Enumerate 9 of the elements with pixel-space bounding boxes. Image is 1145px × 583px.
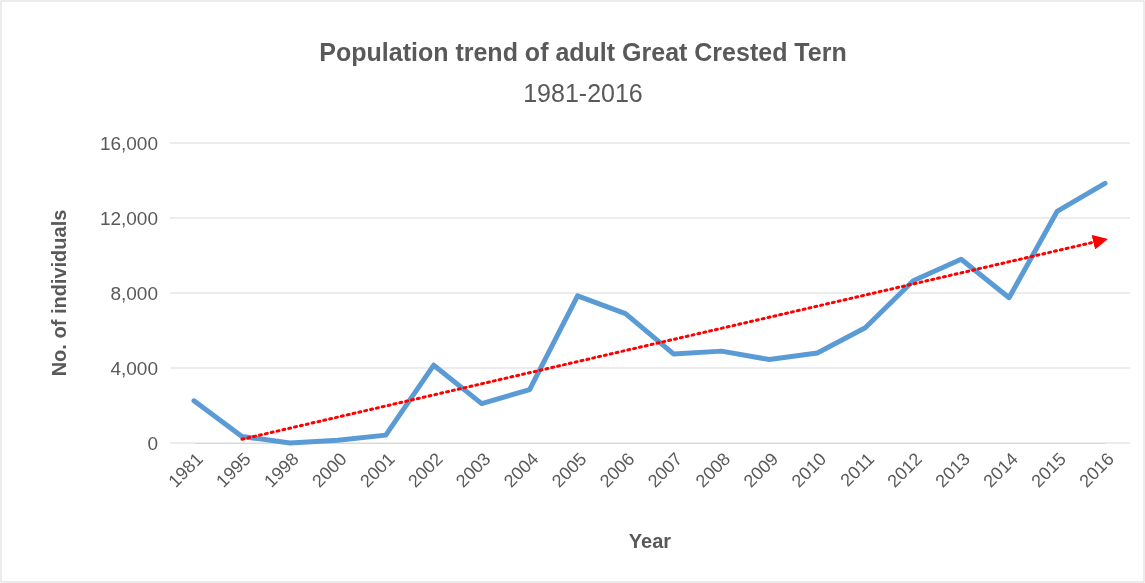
y-tick-label: 12,000 bbox=[99, 207, 158, 229]
y-tick-label: 16,000 bbox=[99, 132, 158, 154]
chart-subtitle: 1981-2016 bbox=[523, 79, 643, 107]
y-tick-label: 4,000 bbox=[110, 357, 158, 379]
y-axis-title: No. of individuals bbox=[48, 209, 70, 377]
y-tick-label: 8,000 bbox=[110, 282, 158, 304]
x-axis-title: Year bbox=[628, 530, 672, 552]
y-tick-label: 0 bbox=[147, 432, 158, 454]
chart-title: Population trend of adult Great Crested Tern bbox=[319, 38, 847, 66]
